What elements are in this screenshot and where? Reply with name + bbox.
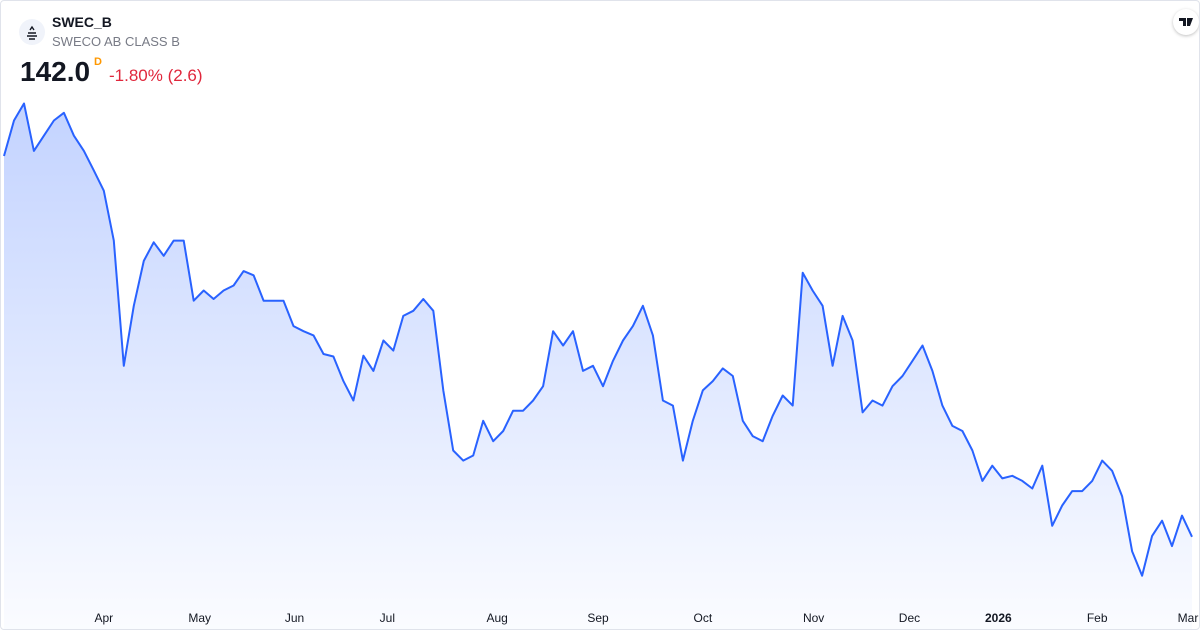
price: 142.0 — [20, 56, 91, 87]
x-tick-label: Jul — [380, 611, 395, 625]
x-tick-label: Dec — [899, 611, 920, 625]
x-tick-label: 2026 — [985, 611, 1012, 625]
x-tick-label: Feb — [1087, 611, 1108, 625]
x-tick-label: Oct — [693, 611, 712, 625]
x-tick-label: Aug — [486, 611, 507, 625]
company-name: SWECO AB CLASS B — [52, 34, 180, 49]
interval: D — [94, 56, 102, 68]
logo-icon — [27, 25, 37, 40]
tradingview-logo[interactable] — [1173, 9, 1199, 35]
symbol: SWEC_B — [52, 14, 112, 30]
logo — [19, 19, 45, 45]
x-tick-label: Jun — [285, 611, 304, 625]
x-tick-label: Apr — [94, 611, 113, 625]
x-tick-label: May — [188, 611, 211, 625]
change: -1.80% (2.6) — [109, 66, 203, 85]
area-fill — [4, 103, 1192, 629]
tv-icon — [1179, 18, 1193, 26]
x-tick-label: Nov — [803, 611, 824, 625]
x-tick-label: Sep — [587, 611, 609, 625]
price-line — [3, 102, 1193, 577]
x-tick-label: Mar — [1178, 611, 1199, 625]
